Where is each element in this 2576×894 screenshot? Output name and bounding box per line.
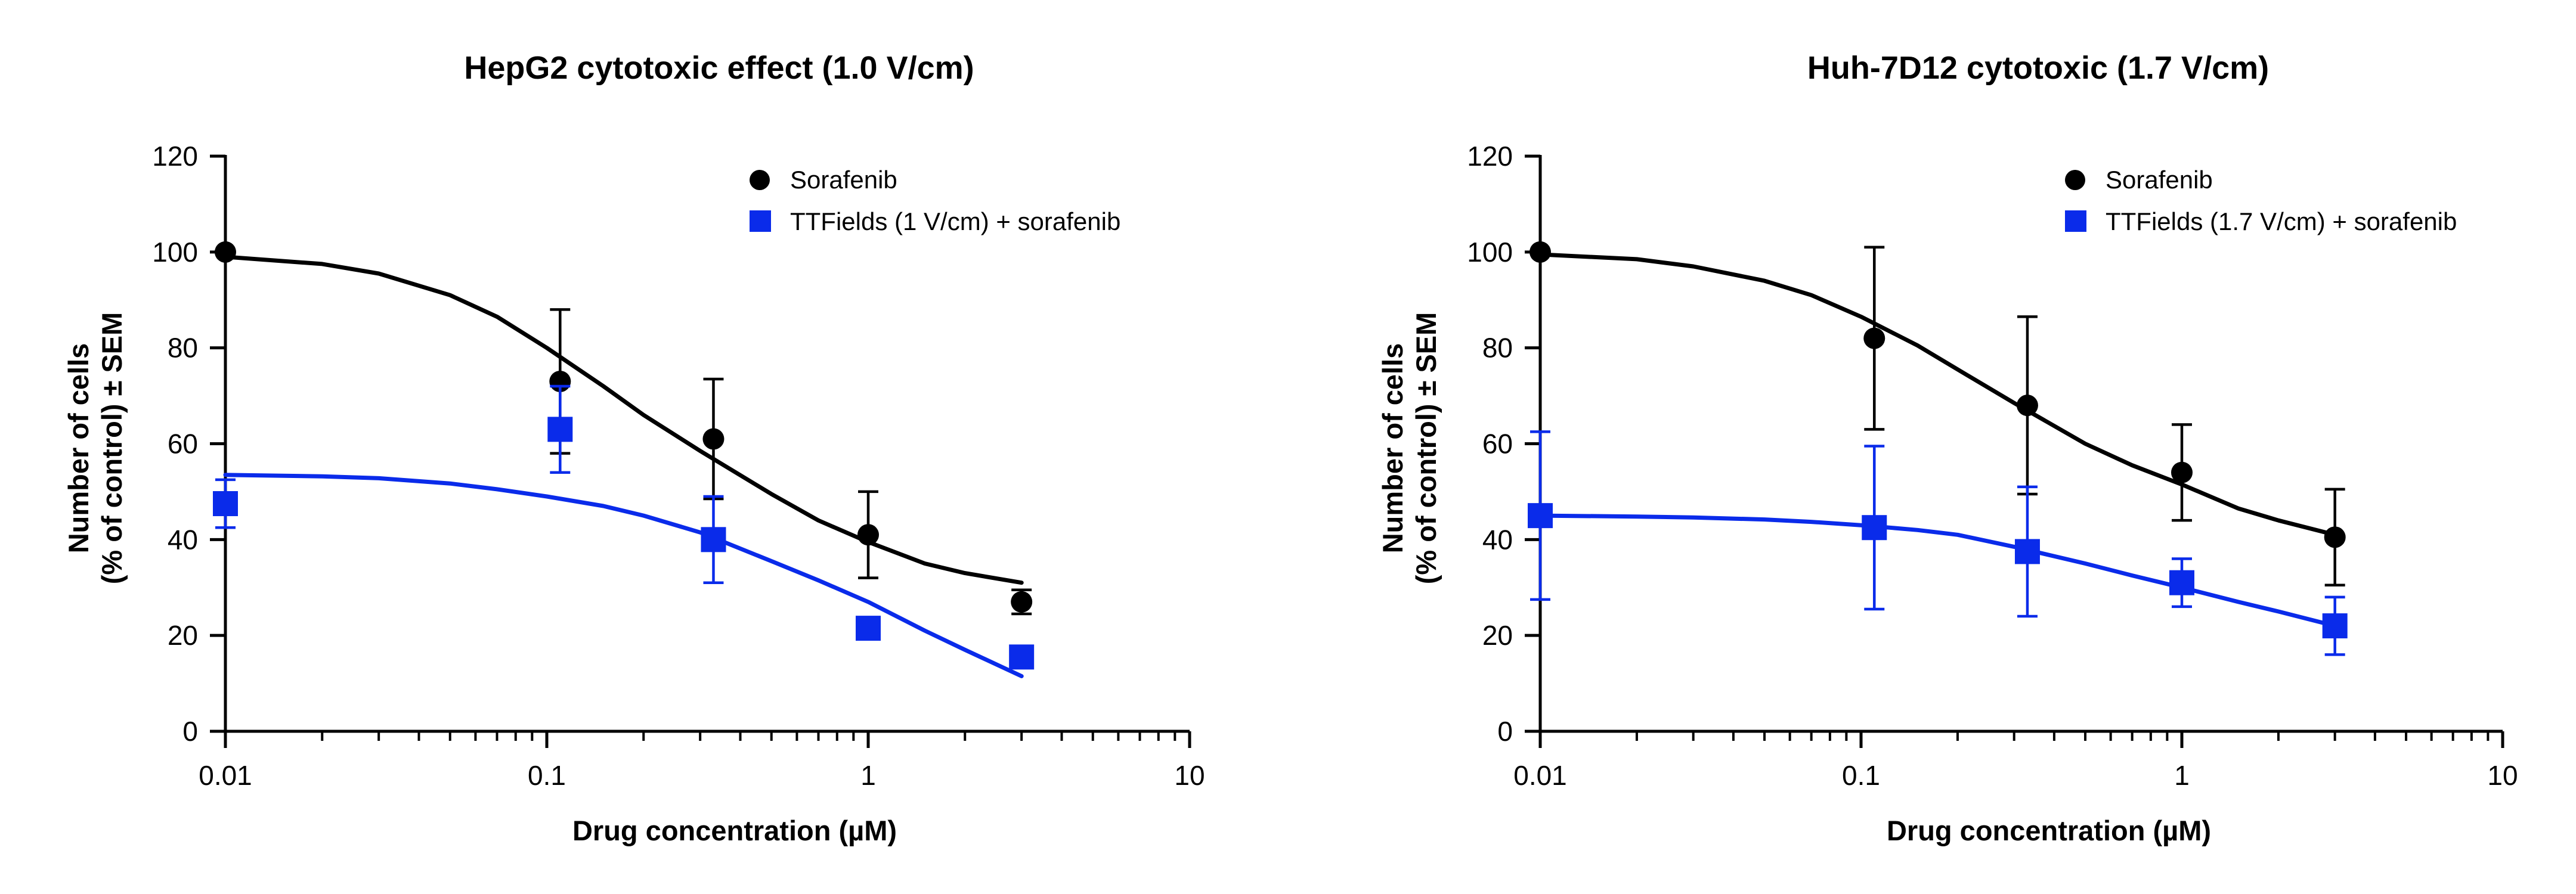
data-point-sorafenib: [2171, 461, 2193, 483]
legend-label-ttfields: TTFields (1.7 V/cm) + sorafenib: [2106, 207, 2457, 235]
y-tick-label: 100: [1467, 237, 1513, 268]
data-point-ttfields: [701, 527, 726, 552]
legend-marker-ttfields: [2065, 210, 2086, 232]
x-axis-title: Drug concentration (µM): [1887, 815, 2211, 846]
y-axis-title-line-2: (% of control) ± SEM: [1410, 312, 1442, 585]
data-points: [213, 241, 1035, 670]
y-axis-title-line-1: Number of cells: [63, 343, 94, 554]
y-axis-title: Number of cells (% of control) ± SEM: [1377, 312, 1442, 585]
x-tick-label: 10: [1174, 760, 1205, 791]
data-point-ttfields: [1528, 503, 1553, 529]
data-point-ttfields: [213, 491, 238, 517]
y-tick-label: 100: [152, 237, 198, 268]
legend: Sorafenib TTFields (1 V/cm) + sorafenib: [750, 166, 1120, 235]
x-tick-label: 0.01: [1513, 760, 1567, 791]
y-tick-label: 120: [152, 141, 198, 172]
legend-label-ttfields: TTFields (1 V/cm) + sorafenib: [790, 207, 1120, 235]
x-tick-label: 1: [860, 760, 876, 791]
data-point-sorafenib: [2016, 395, 2038, 417]
data-point-ttfields: [547, 417, 573, 442]
fit-curve-ttfields: [1538, 513, 2337, 628]
x-axis-title: Drug concentration (µM): [572, 815, 897, 846]
data-point-ttfields: [2322, 613, 2348, 639]
legend-marker-sorafenib: [750, 170, 770, 190]
legend-marker-ttfields: [750, 210, 771, 232]
data-point-sorafenib: [1530, 241, 1551, 263]
chart-panel-huh7d12: Huh-7D12 cytotoxic (1.7 V/cm) Number of …: [1377, 50, 2518, 846]
chart-title: Huh-7D12 cytotoxic (1.7 V/cm): [1807, 50, 2269, 86]
fit-curves: [1538, 252, 2337, 628]
data-point-sorafenib: [215, 241, 236, 263]
y-tick-label: 0: [1497, 716, 1513, 747]
y-axis-title-line-2: (% of control) ± SEM: [96, 312, 128, 585]
chart-panel-hepg2: HepG2 cytotoxic effect (1.0 V/cm) Number…: [63, 50, 1205, 846]
data-point-ttfields: [856, 616, 881, 641]
y-tick-label: 40: [168, 524, 198, 555]
fit-curve-sorafenib: [223, 254, 1024, 585]
y-tick-label: 120: [1467, 141, 1513, 172]
y-tick-label: 0: [182, 716, 198, 747]
data-points: [1528, 241, 2348, 656]
data-point-sorafenib: [702, 428, 724, 450]
y-tick-label: 40: [1482, 524, 1513, 555]
data-point-ttfields: [2014, 539, 2040, 564]
fit-curve-sorafenib: [1538, 252, 2337, 537]
x-tick-label: 0.01: [199, 760, 252, 791]
data-point-ttfields: [1862, 515, 1887, 541]
y-tick-label: 60: [168, 429, 198, 460]
data-point-sorafenib: [2324, 526, 2346, 548]
y-tick-label: 20: [1482, 620, 1513, 651]
fit-curve-ttfields: [223, 473, 1024, 678]
data-point-sorafenib: [1863, 327, 1885, 349]
legend-marker-sorafenib: [2065, 170, 2085, 190]
y-tick-label: 20: [168, 620, 198, 651]
y-axis-title: Number of cells (% of control) ± SEM: [63, 312, 128, 585]
y-axis-title-line-1: Number of cells: [1377, 343, 1408, 554]
axes: 0 20 40 60 80 100 120 0.01 0.1 1 10: [152, 141, 1205, 791]
y-tick-label: 80: [1482, 333, 1513, 364]
legend-label-sorafenib: Sorafenib: [2106, 166, 2213, 194]
y-tick-label: 80: [168, 333, 198, 364]
x-tick-label: 0.1: [1842, 760, 1880, 791]
x-tick-label: 10: [2487, 760, 2518, 791]
legend: Sorafenib TTFields (1.7 V/cm) + sorafeni…: [2065, 166, 2457, 235]
x-tick-label: 0.1: [528, 760, 566, 791]
x-tick-label: 1: [2174, 760, 2190, 791]
data-point-sorafenib: [857, 524, 879, 546]
axes: 0 20 40 60 80 100 120 0.01 0.1 1 10: [1467, 141, 2518, 791]
data-point-sorafenib: [1011, 591, 1033, 613]
data-point-ttfields: [2169, 570, 2194, 595]
legend-label-sorafenib: Sorafenib: [790, 166, 897, 194]
fit-curves: [223, 254, 1024, 678]
data-point-ttfields: [1009, 644, 1035, 670]
y-tick-label: 60: [1482, 429, 1513, 460]
chart-title: HepG2 cytotoxic effect (1.0 V/cm): [464, 50, 974, 86]
